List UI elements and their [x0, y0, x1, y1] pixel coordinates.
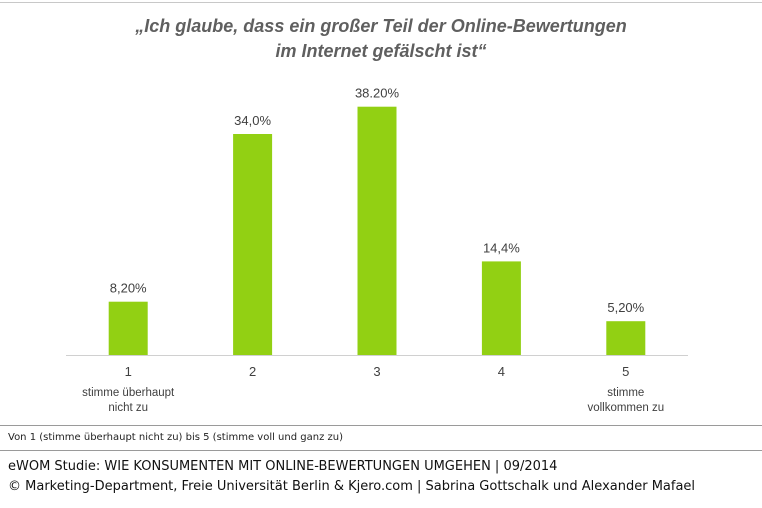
category-description-1: nicht zu: [108, 402, 148, 414]
x-tick-label-2: 2: [249, 364, 256, 379]
category-description-5: stimme: [607, 387, 644, 399]
bar-1: [108, 301, 148, 355]
data-label-1: 8,20%: [110, 281, 147, 296]
x-tick-label-5: 5: [622, 364, 629, 379]
data-label-4: 14,4%: [483, 240, 520, 255]
chart-title-line-2: im Internet gefälscht ist“: [275, 41, 487, 61]
bar-3: [357, 106, 397, 355]
category-description-5: vollkommen zu: [587, 402, 664, 414]
data-label-2: 34,0%: [234, 113, 271, 128]
study-footer: eWOM Studie: WIE KONSUMENTEN MIT ONLINE-…: [8, 459, 558, 474]
top-divider: [0, 2, 762, 3]
divider-line: [0, 450, 762, 451]
x-tick-label-1: 1: [125, 364, 132, 379]
divider-line: [0, 425, 762, 426]
category-description-1: stimme überhaupt: [82, 387, 175, 399]
data-label-3: 38.20%: [355, 86, 400, 101]
bar-5: [606, 321, 646, 355]
bar-2: [233, 134, 273, 355]
scale-note: Von 1 (stimme überhaupt nicht zu) bis 5 …: [8, 432, 343, 443]
bar-chart: 8,20% 1 stimme überhaupt nicht zu 34,0% 2 38.2…: [66, 86, 688, 414]
data-label-5: 5,20%: [607, 300, 644, 315]
bar-4: [481, 261, 521, 355]
x-tick-label-4: 4: [498, 364, 505, 379]
chart-title: „Ich glaube, dass ein großer Teil der On…: [0, 14, 762, 64]
x-tick-label-3: 3: [373, 364, 380, 379]
copyright-footer: © Marketing-Department, Freie Universitä…: [8, 479, 696, 494]
chart-title-line-1: „Ich glaube, dass ein großer Teil der On…: [135, 16, 627, 36]
